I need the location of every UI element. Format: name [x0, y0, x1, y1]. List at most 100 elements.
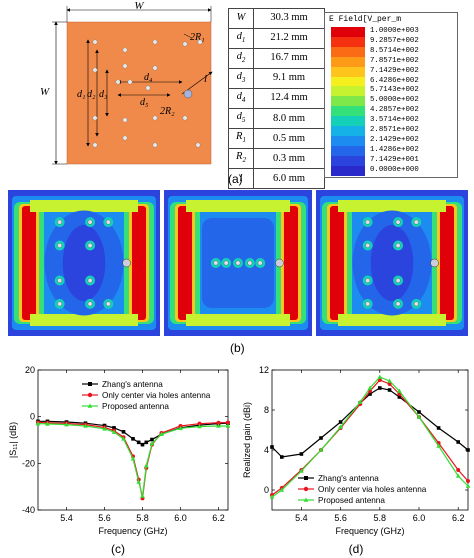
data-point [225, 423, 231, 428]
data-point [216, 420, 221, 425]
data-point [144, 463, 149, 468]
data-point [121, 430, 126, 434]
legend-marker [88, 382, 92, 386]
caption-a: (a) [228, 172, 243, 186]
data-point [436, 443, 441, 448]
field-band [186, 200, 290, 212]
legend-marker [303, 486, 309, 492]
field-simulation-proposed [316, 190, 468, 336]
legend-entry: Zhang's antenna [318, 474, 379, 483]
field-band [338, 200, 446, 212]
param-symbol: R1 [228, 128, 254, 150]
data-point [102, 426, 107, 431]
param-row: d2 16.7 mm [228, 47, 325, 69]
colorbar-label: 2.1429e+002 [370, 135, 419, 144]
caption-c: (c) [111, 542, 125, 556]
param-symbol: R2 [228, 148, 254, 170]
colorbar-swatch [331, 76, 365, 87]
caption-d: (d) [349, 542, 364, 556]
via-hole [87, 219, 93, 225]
data-point [140, 442, 145, 447]
via-hole [235, 260, 241, 266]
param-row: d4 12.4 mm [228, 87, 325, 109]
via-hole [87, 243, 93, 248]
param-row: d3 9.1 mm [228, 67, 325, 89]
colorbar-label: 7.1429e+001 [370, 155, 419, 164]
data-point [279, 487, 285, 492]
via-hole [152, 39, 158, 45]
x-tick-label: 6.2 [212, 513, 225, 523]
via-hole [87, 301, 93, 307]
field-hotspot [330, 206, 344, 320]
via-hole [57, 243, 63, 248]
data-point [387, 382, 392, 386]
colorbar-label: 4.2857e+002 [370, 106, 419, 115]
via-hole [127, 79, 133, 85]
parameter-table: W 30.3 mm d1 21.2 mm d2 16.7 mm d3 9.1 mm d4 12.4… [228, 8, 325, 189]
data-point [144, 440, 149, 445]
d5-label: d₅ [140, 97, 149, 108]
y-tick-label: 4 [264, 445, 269, 455]
data-point [197, 423, 202, 429]
via-hole [413, 219, 419, 225]
data-point [299, 452, 304, 456]
y-axis-label: Realized gain (dBi) [242, 402, 252, 478]
via-hole [195, 142, 201, 148]
data-point [357, 399, 363, 404]
data-point [319, 436, 323, 440]
data-point [465, 483, 471, 488]
field-cool-region [62, 225, 106, 301]
via-hole [395, 278, 401, 283]
param-row: d1 21.2 mm [228, 27, 325, 49]
data-point [416, 414, 422, 419]
legend-marker [303, 497, 309, 502]
data-point [280, 455, 284, 459]
param-value: 0.5 mm [253, 128, 325, 150]
colorbar-label: 5.7143e+002 [370, 86, 419, 95]
x-tick-label: 5.6 [98, 513, 111, 523]
legend-marker [304, 476, 308, 480]
colorbar-swatch [331, 27, 365, 37]
y-tick-label: -40 [22, 505, 35, 515]
via-hole [57, 278, 63, 283]
param-symbol: d5 [228, 107, 254, 130]
w-top-label: W [134, 0, 144, 12]
data-point [338, 424, 343, 429]
via-hole [122, 47, 128, 53]
via-hole [395, 301, 401, 307]
colorbar-label: 0.0000e+000 [370, 165, 419, 174]
data-point [149, 441, 155, 446]
via-hole [365, 243, 371, 248]
via-hole [395, 219, 401, 225]
feed-point [275, 258, 284, 268]
colorbar-label: 7.1429e+002 [370, 66, 419, 75]
colorbar-swatch [331, 96, 365, 107]
y-axis-label: |S₁₁| (dB) [8, 422, 18, 458]
data-point [368, 392, 372, 396]
series-line [271, 387, 469, 458]
x-tick-label: 6.0 [413, 513, 426, 523]
data-point [377, 374, 383, 379]
param-value: 12.4 mm [253, 87, 325, 109]
data-point [378, 386, 382, 390]
via-hole [57, 301, 63, 307]
colorbar-title: E Field[V_per_m [329, 15, 402, 24]
data-point [338, 420, 343, 424]
param-symbol: W [228, 8, 254, 29]
data-point [35, 421, 41, 426]
data-point [64, 422, 69, 427]
d3-label: d₃ [99, 89, 108, 100]
feed-point [183, 89, 193, 99]
r2-label: 2R₂ [160, 106, 175, 117]
via-hole [247, 260, 253, 266]
colorbar-swatch [331, 126, 365, 136]
y-tick-label: 8 [264, 405, 269, 415]
param-value: 6.0 mm [253, 168, 325, 189]
data-point [387, 388, 392, 392]
x-tick-label: 5.4 [295, 513, 308, 523]
data-point [112, 426, 116, 430]
param-value: 0.3 mm [253, 148, 325, 170]
x-axis-label: Frequency (GHz) [335, 526, 404, 536]
via-hole [92, 67, 98, 73]
y-tick-label: -20 [22, 458, 35, 468]
